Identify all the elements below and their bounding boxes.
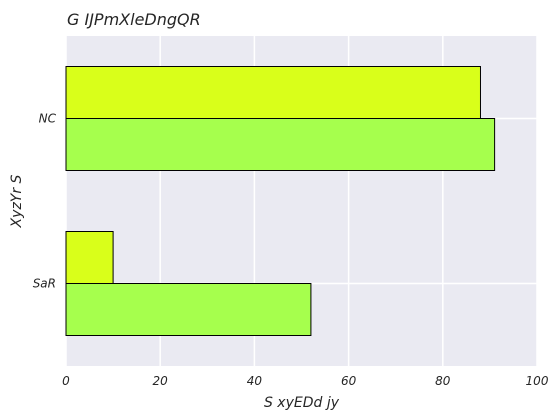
bar-nc-series-2 xyxy=(65,118,496,171)
bars xyxy=(65,66,496,336)
x-tick-label: 0 xyxy=(62,374,70,388)
x-tick-label: 100 xyxy=(526,374,549,388)
bar-sar-series-1 xyxy=(65,231,114,284)
x-tick-label: 60 xyxy=(341,374,357,388)
x-tick-label: 80 xyxy=(435,374,451,388)
x-axis-ticks: 0 20 40 60 80 100 xyxy=(62,374,549,388)
y-tick-label: SaR xyxy=(33,277,56,291)
y-tick-label: NC xyxy=(39,112,57,126)
x-tick-label: 40 xyxy=(247,374,263,388)
x-axis-label: S xyEDd jy xyxy=(264,395,340,411)
y-axis-label: XyzYr S xyxy=(9,174,25,228)
chart-title: G IJPmXleDngQR xyxy=(67,10,201,29)
y-axis-ticks: NC SaR xyxy=(33,112,57,291)
bar-nc-series-1 xyxy=(65,66,481,119)
x-tick-label: 20 xyxy=(153,374,169,388)
bar-sar-series-2 xyxy=(65,283,312,336)
